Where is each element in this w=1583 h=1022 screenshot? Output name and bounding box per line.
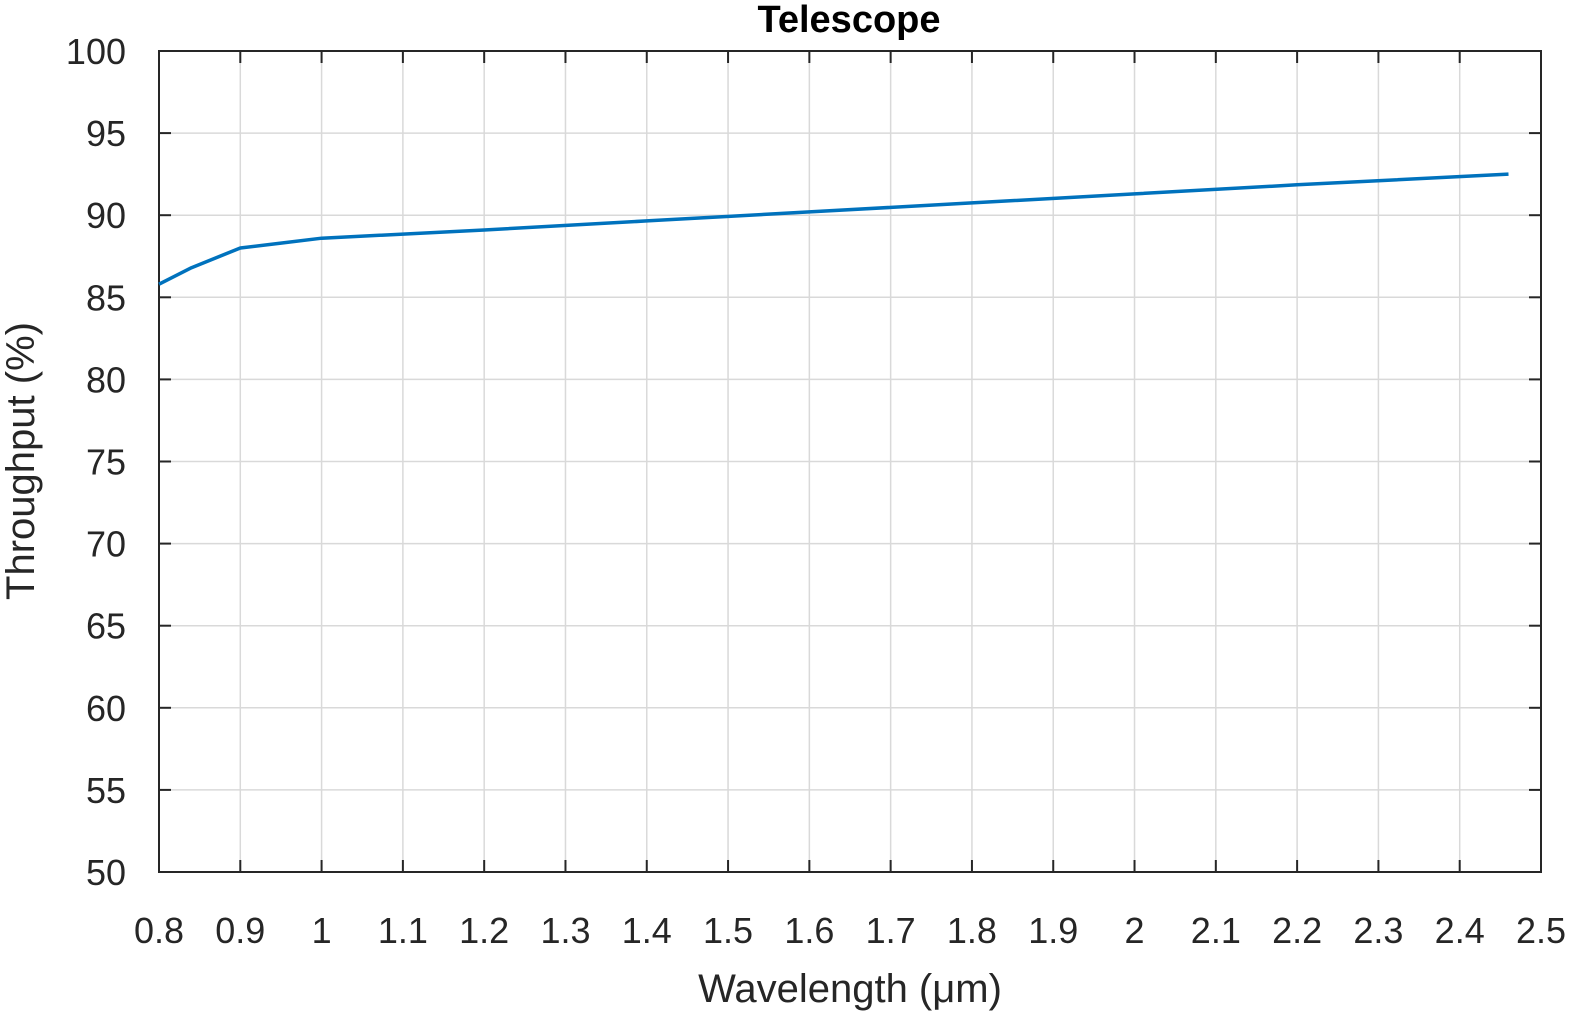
x-tick-label: 0.8 <box>134 910 184 951</box>
x-tick-label: 2.4 <box>1435 910 1485 951</box>
x-tick-label: 1.3 <box>540 910 590 951</box>
y-axis-label: Throughput (%) <box>0 322 43 600</box>
y-tick-label: 55 <box>86 770 126 811</box>
y-tick-label: 75 <box>86 442 126 483</box>
x-tick-label: 1.1 <box>378 910 428 951</box>
x-tick-label: 1.9 <box>1028 910 1078 951</box>
x-tick-label: 1.8 <box>947 910 997 951</box>
series-group <box>158 172 1509 286</box>
y-tick-label: 100 <box>66 31 126 72</box>
grid-lines <box>158 50 1542 873</box>
x-tick-labels: 0.8 0.9 1 1.1 1.2 1.3 1.4 1.5 1.6 1.7 1.8 1.9 2 2.1 2.… <box>134 910 1566 951</box>
y-tick-labels: 50 55 60 65 70 75 80 85 90 95 100 <box>66 31 126 893</box>
x-axis-label: Wavelength (μm) <box>698 967 1002 1011</box>
x-tick-label: 1.5 <box>703 910 753 951</box>
x-tick-label: 1.2 <box>459 910 509 951</box>
y-tick-label: 60 <box>86 688 126 729</box>
y-tick-label: 70 <box>86 524 126 565</box>
x-tick-label: 1.6 <box>784 910 834 951</box>
throughput-series-line <box>158 172 1509 286</box>
axis-ticks <box>158 50 1542 873</box>
y-tick-label: 95 <box>86 113 126 154</box>
y-tick-label: 90 <box>86 195 126 236</box>
chart-title: Telescope <box>757 0 940 41</box>
y-tick-label: 65 <box>86 606 126 647</box>
x-tick-label: 2.5 <box>1516 910 1566 951</box>
x-tick-label: 0.9 <box>215 910 265 951</box>
x-tick-label: 1 <box>312 910 332 951</box>
y-tick-label: 85 <box>86 277 126 318</box>
x-tick-label: 2 <box>1125 910 1145 951</box>
x-tick-label: 2.1 <box>1191 910 1241 951</box>
x-tick-label: 2.2 <box>1272 910 1322 951</box>
x-tick-label: 1.4 <box>622 910 672 951</box>
x-tick-label: 1.7 <box>866 910 916 951</box>
x-tick-label: 2.3 <box>1353 910 1403 951</box>
y-tick-label: 50 <box>86 852 126 893</box>
y-tick-label: 80 <box>86 359 126 400</box>
